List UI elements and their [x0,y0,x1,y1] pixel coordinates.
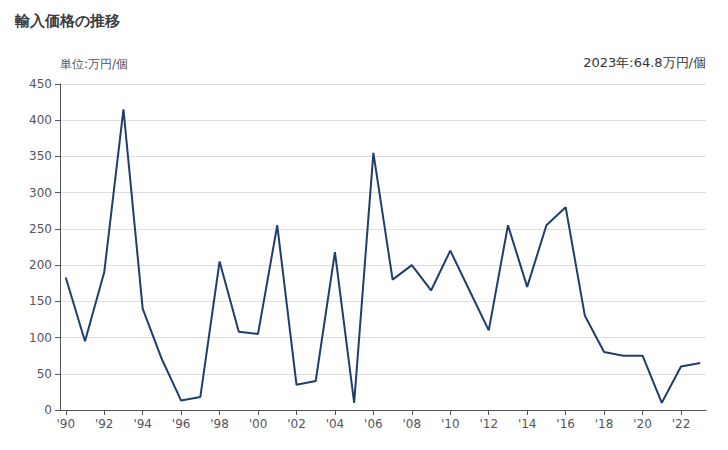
svg-text:'18: '18 [595,417,614,431]
svg-text:'22: '22 [672,417,691,431]
svg-text:'00: '00 [249,417,268,431]
svg-text:'98: '98 [210,417,229,431]
svg-text:0: 0 [44,403,52,417]
svg-text:50: 50 [37,367,52,381]
svg-text:輸入価格の推移: 輸入価格の推移 [14,12,120,30]
svg-text:'08: '08 [403,417,422,431]
svg-text:'20: '20 [633,417,652,431]
svg-text:'04: '04 [326,417,345,431]
svg-text:単位:万円/個: 単位:万円/個 [60,57,128,71]
svg-text:'02: '02 [287,417,306,431]
svg-text:200: 200 [29,258,52,272]
svg-text:450: 450 [29,77,52,91]
svg-text:'14: '14 [518,417,537,431]
svg-text:'90: '90 [56,417,75,431]
svg-text:'16: '16 [556,417,575,431]
svg-text:250: 250 [29,222,52,236]
svg-text:'92: '92 [95,417,114,431]
svg-text:2023年:64.8万円/個: 2023年:64.8万円/個 [583,55,706,70]
svg-text:100: 100 [29,331,52,345]
svg-text:300: 300 [29,186,52,200]
svg-text:150: 150 [29,294,52,308]
svg-text:'06: '06 [364,417,383,431]
svg-text:'94: '94 [133,417,152,431]
svg-text:400: 400 [29,113,52,127]
svg-text:350: 350 [29,149,52,163]
svg-text:'96: '96 [172,417,191,431]
svg-text:'10: '10 [441,417,460,431]
svg-text:'12: '12 [479,417,498,431]
